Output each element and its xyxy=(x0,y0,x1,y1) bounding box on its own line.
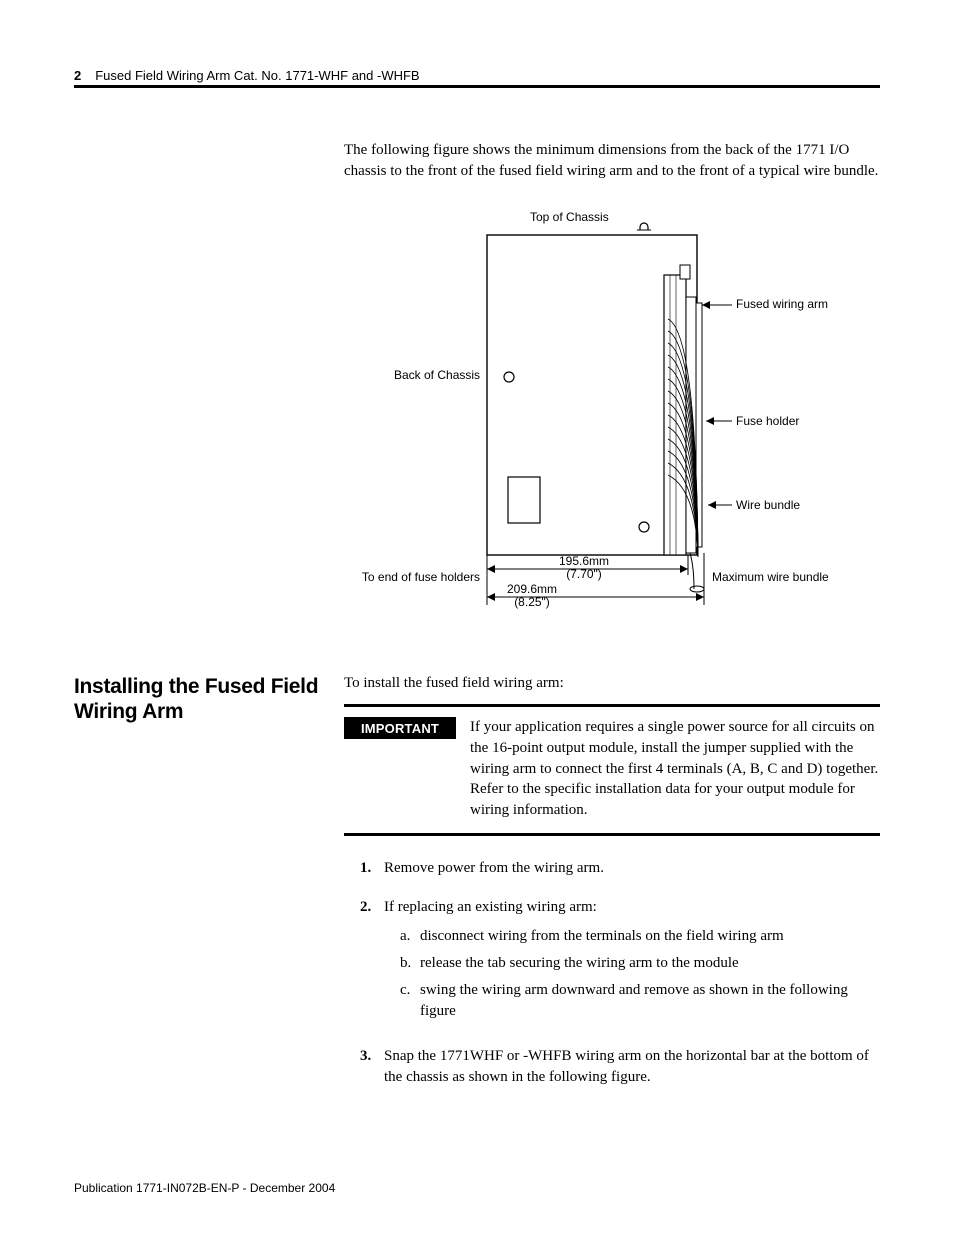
notice-text: If your application requires a single po… xyxy=(470,717,880,820)
figure-label-top: Top of Chassis xyxy=(530,210,609,224)
figure-label-back: Back of Chassis xyxy=(394,368,480,382)
step-2a-text: disconnect wiring from the terminals on … xyxy=(420,926,880,947)
step-2: 2. If replacing an existing wiring arm: … xyxy=(360,897,880,1028)
step-2b-text: release the tab securing the wiring arm … xyxy=(420,953,880,974)
header-title: Fused Field Wiring Arm Cat. No. 1771-WHF… xyxy=(95,68,419,83)
dimension-diagram: Top of Chassis Back of Chassis Fused wir… xyxy=(344,207,880,627)
step-3-text: Snap the 1771WHF or -WHFB wiring arm on … xyxy=(384,1046,880,1088)
figure-label-fuseholder: Fuse holder xyxy=(736,414,799,428)
step-1-num: 1. xyxy=(360,858,384,879)
figure-label-wirebundle: Wire bundle xyxy=(736,498,800,512)
step-2-num: 2. xyxy=(360,897,384,1028)
page-header: 2 Fused Field Wiring Arm Cat. No. 1771-W… xyxy=(74,68,880,88)
step-3-num: 3. xyxy=(360,1046,384,1088)
section-heading: Installing the Fused Field Wiring Arm xyxy=(74,675,344,723)
step-2b-letter: b. xyxy=(400,953,420,974)
step-3: 3. Snap the 1771WHF or -WHFB wiring arm … xyxy=(360,1046,880,1088)
steps-list: 1. Remove power from the wiring arm. 2. … xyxy=(344,858,880,1088)
figure-dim-a-mm: 195.6mm xyxy=(559,554,609,568)
footer-publication: Publication 1771-IN072B-EN-P - December … xyxy=(74,1181,335,1195)
section-intro: To install the fused field wiring arm: xyxy=(344,675,880,692)
figure-label-endholders: To end of fuse holders xyxy=(362,570,480,584)
step-2c: c. swing the wiring arm downward and rem… xyxy=(400,980,880,1022)
figure-dim-a-in: (7.70") xyxy=(566,567,602,581)
step-2c-letter: c. xyxy=(400,980,420,1022)
step-2b: b. release the tab securing the wiring a… xyxy=(400,953,880,974)
figure-dim-b-in: (8.25") xyxy=(514,595,550,609)
step-2-text: If replacing an existing wiring arm: xyxy=(384,899,597,915)
step-2c-text: swing the wiring arm downward and remove… xyxy=(420,980,880,1022)
important-notice: IMPORTANT If your application requires a… xyxy=(344,704,880,835)
step-2a: a. disconnect wiring from the terminals … xyxy=(400,926,880,947)
page-number: 2 xyxy=(74,68,81,83)
step-1: 1. Remove power from the wiring arm. xyxy=(360,858,880,879)
figure-dim-b-mm: 209.6mm xyxy=(507,582,557,596)
notice-badge: IMPORTANT xyxy=(344,717,456,739)
figure-label-maxbundle: Maximum wire bundle xyxy=(712,570,829,584)
step-2-sublist: a. disconnect wiring from the terminals … xyxy=(384,926,880,1022)
step-2a-letter: a. xyxy=(400,926,420,947)
figure-label-arm: Fused wiring arm xyxy=(736,297,828,311)
intro-paragraph: The following figure shows the minimum d… xyxy=(344,140,880,181)
step-1-text: Remove power from the wiring arm. xyxy=(384,858,880,879)
